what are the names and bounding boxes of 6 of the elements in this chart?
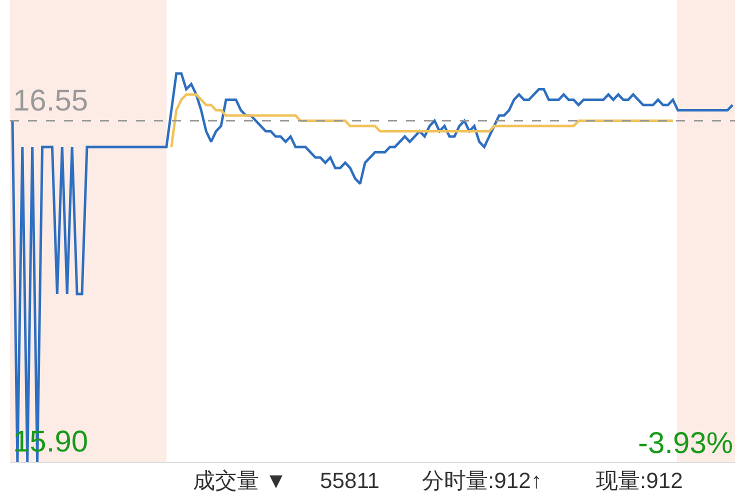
text: 分时量:912↑ [422, 468, 542, 493]
annotation: -3.93% [638, 427, 734, 460]
y-tick-label: 16.55 [13, 84, 88, 118]
text: 55811 [320, 468, 380, 493]
text: 成交量 ▼ [193, 468, 287, 493]
text: 现量:912 [596, 468, 683, 493]
